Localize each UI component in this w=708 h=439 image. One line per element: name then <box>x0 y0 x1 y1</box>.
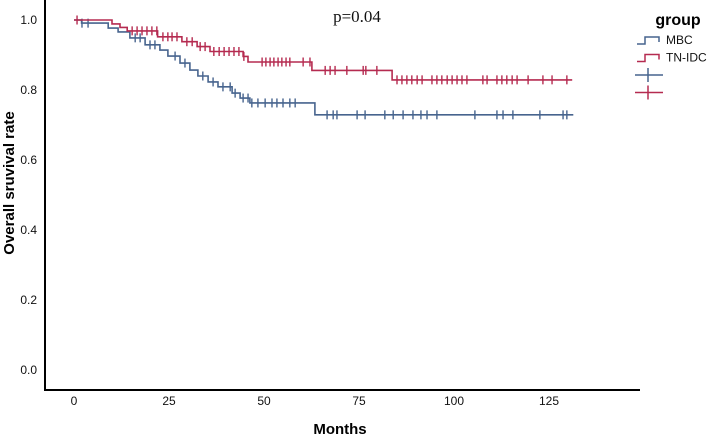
x-tick-label: 125 <box>539 394 559 408</box>
x-axis-title: Months <box>313 421 366 438</box>
y-tick-label: 0.4 <box>20 223 37 237</box>
y-tick-label: 0.0 <box>20 363 37 377</box>
y-tick-label: 1.0 <box>20 13 37 27</box>
y-tick-label: 0.8 <box>20 83 37 97</box>
legend-step-line-glyph <box>637 36 660 45</box>
y-axis-title: Overall sruvival rate <box>1 111 18 254</box>
x-tick-label: 50 <box>257 394 271 408</box>
y-tick-label: 0.6 <box>20 153 37 167</box>
survival-curve-TN-IDC <box>74 19 573 81</box>
x-tick-label: 100 <box>444 394 464 408</box>
legend-step-line-glyph <box>637 53 660 63</box>
y-tick-label: 0.2 <box>20 293 37 307</box>
x-tick-label: 0 <box>71 394 78 408</box>
survival-curve-MBC <box>74 19 574 116</box>
x-tick-label: 25 <box>162 394 176 408</box>
legend-label: MBC <box>666 33 693 47</box>
legend-label: TN-IDC <box>666 51 707 65</box>
legend-title: group <box>655 12 701 29</box>
x-tick-label: 75 <box>352 394 366 408</box>
p-value-annotation: p=0.04 <box>333 7 381 26</box>
